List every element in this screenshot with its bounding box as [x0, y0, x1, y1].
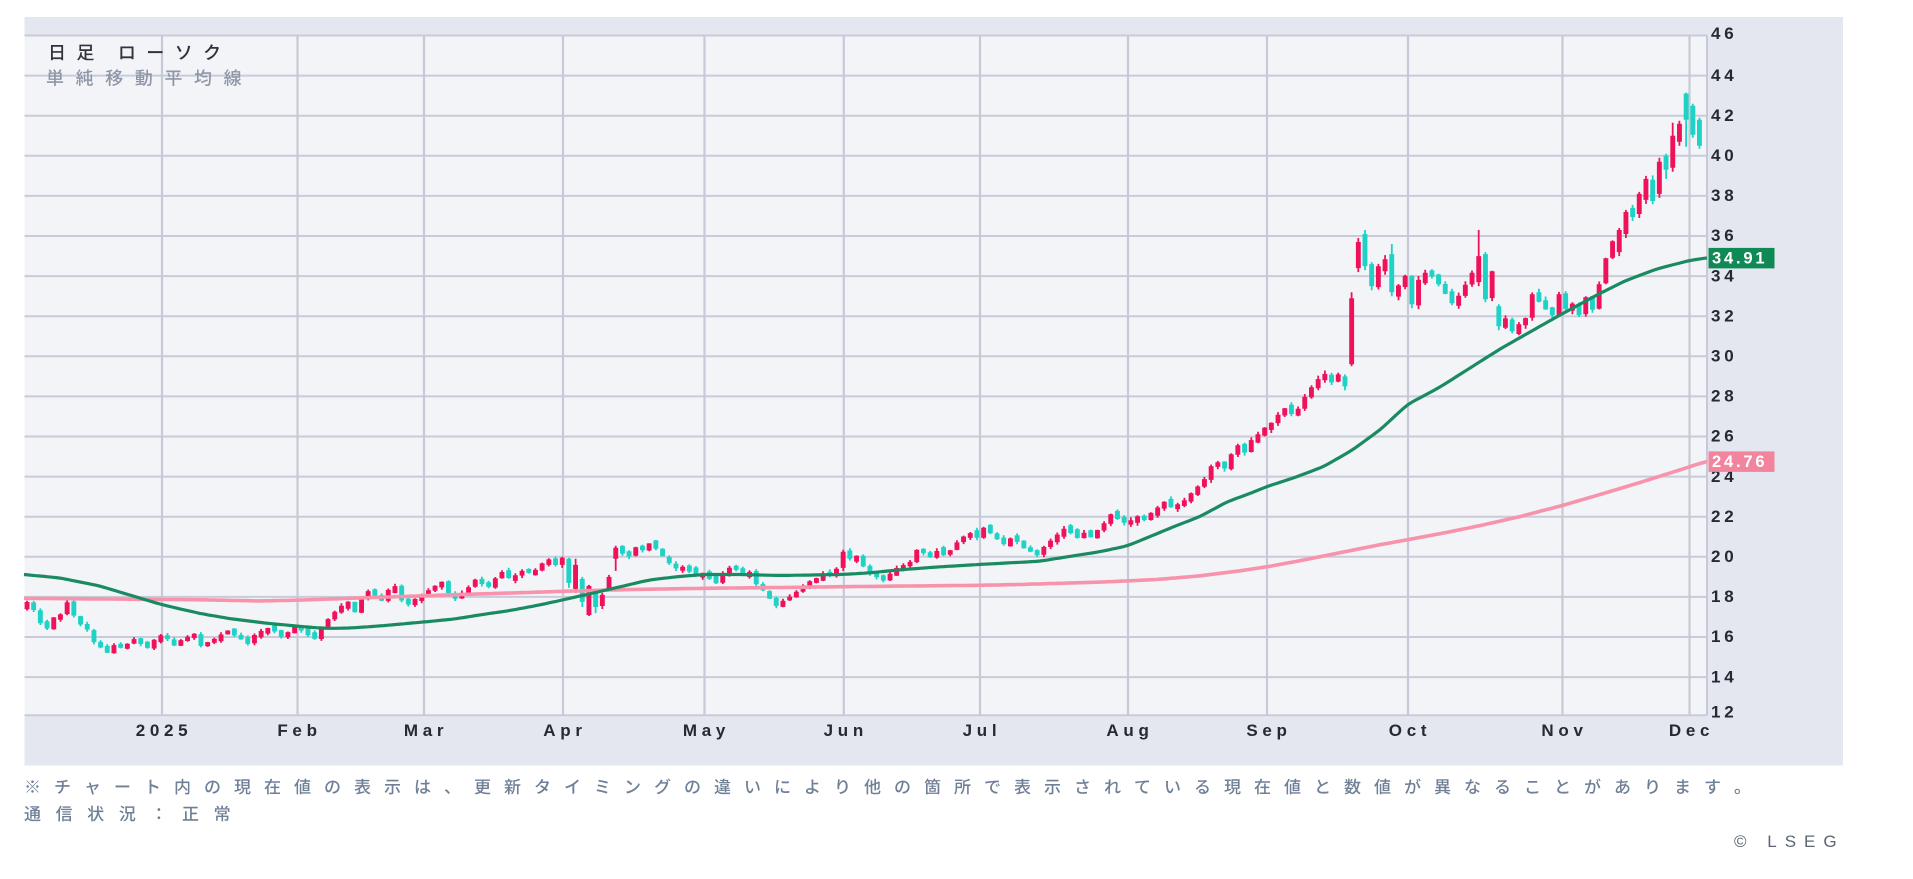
svg-text:22: 22	[1711, 507, 1738, 526]
svg-text:36: 36	[1711, 226, 1738, 245]
svg-text:12: 12	[1711, 703, 1738, 722]
svg-text:34: 34	[1711, 266, 1738, 285]
svg-text:© LSEG: © LSEG	[1734, 832, 1845, 851]
svg-text:24.76: 24.76	[1712, 453, 1767, 471]
svg-text:Nov: Nov	[1541, 721, 1587, 740]
svg-text:Aug: Aug	[1106, 721, 1153, 740]
svg-text:28: 28	[1711, 387, 1738, 406]
svg-text:30: 30	[1711, 347, 1738, 366]
svg-text:26: 26	[1711, 427, 1738, 446]
svg-text:Feb: Feb	[277, 721, 321, 740]
svg-text:Apr: Apr	[543, 721, 586, 740]
svg-text:32: 32	[1711, 306, 1738, 325]
svg-text:2025: 2025	[136, 721, 193, 740]
svg-text:46: 46	[1711, 24, 1738, 43]
svg-text:34.91: 34.91	[1712, 249, 1767, 267]
svg-text:20: 20	[1711, 547, 1738, 566]
svg-text:Mar: Mar	[404, 721, 448, 740]
svg-text:May: May	[683, 721, 730, 740]
svg-text:Oct: Oct	[1389, 721, 1431, 740]
svg-text:Jul: Jul	[963, 721, 1002, 740]
svg-text:14: 14	[1711, 667, 1738, 686]
svg-text:Dec: Dec	[1669, 721, 1714, 740]
svg-text:18: 18	[1711, 587, 1738, 606]
svg-text:40: 40	[1711, 146, 1738, 165]
svg-text:44: 44	[1711, 66, 1738, 85]
svg-text:16: 16	[1711, 627, 1738, 646]
svg-text:38: 38	[1711, 186, 1738, 205]
svg-text:42: 42	[1711, 106, 1738, 125]
svg-text:Sep: Sep	[1246, 721, 1291, 740]
svg-text:Jun: Jun	[824, 721, 868, 740]
